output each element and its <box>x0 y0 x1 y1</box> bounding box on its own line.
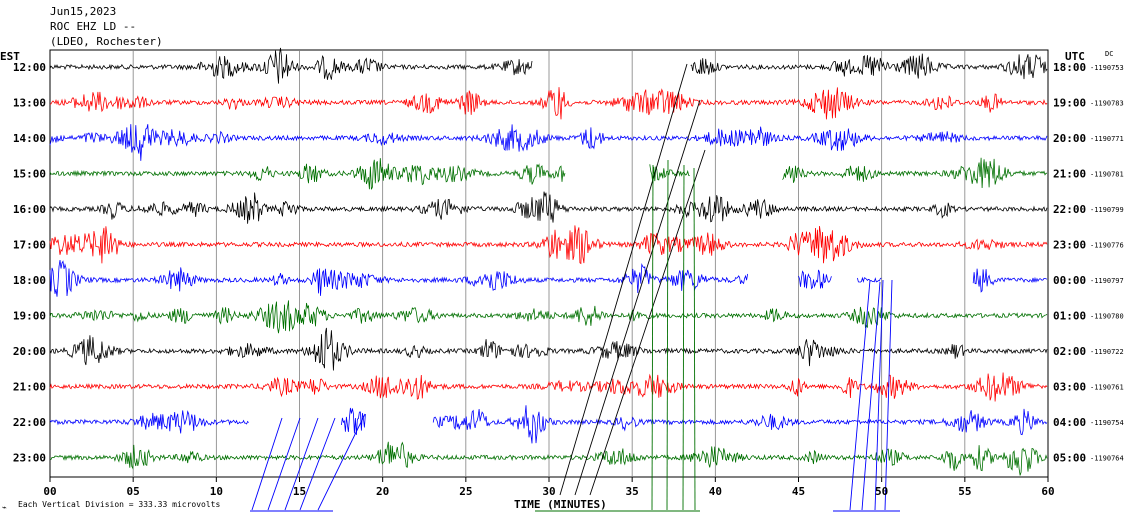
local-time-label: 23:00 <box>13 452 46 465</box>
streak-blue <box>861 281 881 511</box>
utc-time-label: 03:00 <box>1053 381 1086 394</box>
local-time-labels: 12:00 13:00 14:00 15:00 16:00 17:00 18:00 19:00… <box>13 61 46 465</box>
utc-time-label: 19:00 <box>1053 97 1086 110</box>
streak-green <box>693 167 696 511</box>
utc-time-label: 18:00 <box>1053 61 1086 74</box>
dc-offset-value: -1190754 <box>1090 419 1124 427</box>
x-tick-label: 50 <box>875 485 888 498</box>
utc-time-label: 04:00 <box>1053 416 1086 429</box>
vertical-scale-note: Each Vertical Division = 333.33 microvol… <box>18 500 220 509</box>
dc-offset-value: -1190780 <box>1090 313 1124 321</box>
local-time-label: 18:00 <box>13 274 46 287</box>
local-time-label: 14:00 <box>13 132 46 145</box>
dc-offset-value: -1190764 <box>1090 455 1124 463</box>
utc-time-label: 01:00 <box>1053 310 1086 323</box>
streak-blue <box>317 413 366 511</box>
utc-time-label: 23:00 <box>1053 239 1086 252</box>
trace-row-1500 <box>49 157 1048 190</box>
streak-black <box>559 63 688 496</box>
trace-row-1400 <box>49 124 1048 161</box>
dc-offset-value: -1190722 <box>1090 348 1124 356</box>
x-tick-label: 60 <box>1041 485 1054 498</box>
trace-row-1300 <box>49 87 1048 120</box>
x-tick-label: 15 <box>293 485 306 498</box>
local-time-label: 12:00 <box>13 61 46 74</box>
scale-mark-icon: ⌁ <box>2 503 7 512</box>
local-time-label: 22:00 <box>13 416 46 429</box>
plot-date: Jun15,2023 <box>50 5 116 18</box>
local-time-label: 13:00 <box>13 97 46 110</box>
dc-offset-value: -1190761 <box>1090 384 1124 392</box>
streak-green <box>666 159 669 511</box>
utc-time-label: 21:00 <box>1053 168 1086 181</box>
trace-row-2300 <box>50 441 1048 476</box>
streak-blue <box>299 417 336 511</box>
trace-row-1200 <box>49 47 1048 84</box>
local-time-label: 16:00 <box>13 203 46 216</box>
streak-green <box>682 164 685 511</box>
local-time-label: 17:00 <box>13 239 46 252</box>
left-timezone-label: EST <box>0 50 20 63</box>
station-code: ROC EHZ LD -- <box>50 20 136 33</box>
dc-offset-value: -1190771 <box>1090 135 1124 143</box>
x-tick-label: 10 <box>210 485 223 498</box>
network-label: (LDEO, Rochester) <box>50 35 163 48</box>
local-time-label: 19:00 <box>13 310 46 323</box>
x-tick-label: 00 <box>43 485 56 498</box>
x-tick-label: 35 <box>626 485 639 498</box>
x-tick-label: 55 <box>958 485 971 498</box>
dc-offset-header: DC <box>1105 50 1113 58</box>
streak-blue <box>874 279 884 511</box>
trace-row-2100 <box>49 372 1048 402</box>
right-timezone-label: UTC <box>1065 50 1085 63</box>
dc-offset-value: -1190783 <box>1090 100 1124 108</box>
streak-blue <box>884 279 893 511</box>
x-axis-title: TIME (MINUTES) <box>514 498 607 511</box>
streak-black <box>589 149 706 496</box>
dc-offset-value: -1190781 <box>1090 171 1124 179</box>
trace-row-2000 <box>49 327 1048 371</box>
x-tick-label: 45 <box>792 485 805 498</box>
utc-time-label: 05:00 <box>1053 452 1086 465</box>
streak-green <box>651 164 654 511</box>
x-tick-label: 05 <box>127 485 140 498</box>
time-gridlines <box>132 50 966 477</box>
streak-black <box>574 99 701 496</box>
x-tick-label: 30 <box>542 485 555 498</box>
trace-row-1700 <box>49 225 1048 265</box>
dc-offset-value: -1190797 <box>1090 277 1124 285</box>
x-tick-label: 25 <box>459 485 472 498</box>
trace-row-1600 <box>49 191 1048 224</box>
utc-time-label: 00:00 <box>1053 274 1086 287</box>
x-tick-label: 20 <box>376 485 389 498</box>
utc-time-label: 22:00 <box>1053 203 1086 216</box>
streak-blue <box>267 417 301 511</box>
utc-time-label: 20:00 <box>1053 132 1086 145</box>
x-tick-label: 40 <box>709 485 722 498</box>
local-time-label: 15:00 <box>13 168 46 181</box>
trace-row-1800 <box>49 260 1048 297</box>
streak-blue <box>251 417 283 511</box>
streak-blue <box>284 417 319 511</box>
trace-row-2200 <box>49 405 1048 444</box>
artifact-streaks <box>250 63 900 512</box>
x-axis-ticks: 00 05 10 15 20 25 30 35 40 45 50 55 60 <box>43 477 1055 498</box>
trace-row-1900 <box>49 300 1048 334</box>
streak-blue <box>849 279 871 511</box>
dc-offset-value: -1190776 <box>1090 242 1124 250</box>
local-time-label: 20:00 <box>13 345 46 358</box>
utc-time-labels: 18:00 -1190753 19:00 -1190783 20:00 -1190771 2… <box>1053 61 1124 465</box>
local-time-label: 21:00 <box>13 381 46 394</box>
dc-offset-value: -1190799 <box>1090 206 1124 214</box>
seismic-traces <box>49 47 1048 476</box>
utc-time-label: 02:00 <box>1053 345 1086 358</box>
dc-offset-value: -1190753 <box>1090 64 1124 72</box>
